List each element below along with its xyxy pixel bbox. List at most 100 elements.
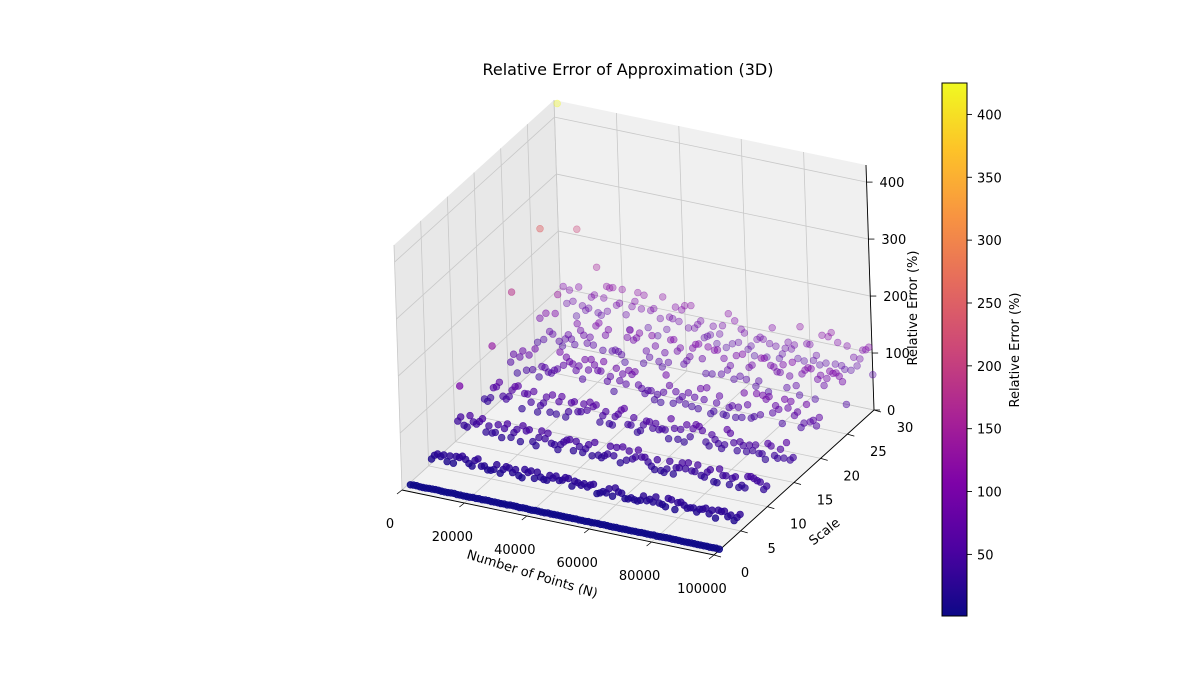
data-point <box>569 297 577 305</box>
data-point <box>590 361 599 369</box>
data-point <box>732 351 740 360</box>
data-point <box>591 438 599 447</box>
data-point <box>788 358 796 366</box>
data-point <box>503 420 512 428</box>
data-point <box>815 413 823 422</box>
data-point <box>642 347 650 355</box>
data-point <box>687 301 695 310</box>
data-point <box>726 361 735 370</box>
data-point <box>654 332 662 340</box>
data-point <box>494 421 502 429</box>
data-point <box>625 447 633 455</box>
gridline-z <box>398 230 559 377</box>
data-point <box>626 326 634 334</box>
data-point <box>858 346 867 354</box>
data-point <box>558 392 566 401</box>
data-point <box>843 342 851 350</box>
data-point <box>659 388 668 396</box>
data-point <box>703 332 712 340</box>
y-tick-label: 30 <box>897 421 914 436</box>
data-point <box>715 545 723 553</box>
data-point <box>681 400 690 408</box>
data-point <box>518 405 526 413</box>
data-point <box>703 384 711 392</box>
data-point <box>696 384 705 393</box>
colorbar-tick-label: 350 <box>977 171 1002 186</box>
data-point <box>595 319 603 327</box>
data-point <box>623 333 631 342</box>
data-point <box>803 340 811 348</box>
data-point <box>507 358 515 366</box>
data-point <box>722 343 730 352</box>
data-point <box>513 369 521 377</box>
data-point <box>608 421 617 429</box>
data-point <box>847 366 855 374</box>
data-point <box>525 426 533 434</box>
data-point <box>586 333 594 341</box>
data-point <box>776 368 784 377</box>
data-point <box>694 461 702 469</box>
scatter-points <box>406 99 877 553</box>
data-point <box>603 450 612 458</box>
gridline-y <box>553 99 563 346</box>
data-point <box>779 361 787 369</box>
gridline-z <box>556 173 869 240</box>
data-point <box>760 354 768 362</box>
gridline-y <box>473 172 483 418</box>
data-point <box>686 433 694 441</box>
x-tick-mark <box>459 502 465 508</box>
data-point <box>635 329 644 337</box>
data-point <box>618 285 626 294</box>
data-point <box>630 414 638 422</box>
data-point <box>440 451 448 459</box>
data-point <box>706 331 715 339</box>
data-point <box>522 366 531 374</box>
colorbar-tick-label: 100 <box>977 486 1002 501</box>
y-tick-label: 5 <box>768 542 776 557</box>
data-point <box>519 347 527 355</box>
data-point <box>569 360 577 368</box>
data-point <box>549 330 557 338</box>
data-point <box>597 367 605 375</box>
data-point <box>581 306 590 314</box>
colorbar-tick-label: 200 <box>977 360 1002 375</box>
data-point <box>780 395 789 403</box>
gridline-z <box>394 116 555 263</box>
x-tick-mark <box>583 528 590 534</box>
chart-title: Relative Error of Approximation (3D) <box>482 60 773 79</box>
data-point <box>702 369 710 378</box>
data-point <box>750 352 759 360</box>
x-tick-label: 20000 <box>432 530 473 545</box>
gridline-y <box>420 220 430 466</box>
data-point <box>849 353 858 361</box>
data-point <box>578 375 587 383</box>
data-point <box>718 322 727 330</box>
data-point <box>658 363 666 371</box>
data-point <box>538 427 546 435</box>
data-point <box>523 390 532 398</box>
data-point <box>605 284 614 292</box>
data-point <box>750 412 758 421</box>
data-point <box>715 330 724 338</box>
data-point <box>533 338 542 346</box>
data-point <box>619 443 627 451</box>
data-point <box>787 345 796 353</box>
data-point <box>599 357 608 366</box>
data-point <box>753 335 761 344</box>
y-tick-mark <box>740 530 748 534</box>
data-point <box>669 399 677 407</box>
data-point <box>628 302 636 311</box>
data-point <box>569 447 578 455</box>
data-point <box>717 370 726 378</box>
data-point <box>835 372 843 380</box>
data-point <box>778 350 786 358</box>
data-point <box>474 455 482 463</box>
data-point <box>553 365 562 373</box>
gridline-z <box>396 173 557 320</box>
data-point <box>773 454 782 462</box>
data-point <box>622 456 631 464</box>
data-point <box>698 355 706 363</box>
data-point <box>665 313 674 321</box>
data-point <box>841 365 849 374</box>
data-point <box>744 345 752 353</box>
